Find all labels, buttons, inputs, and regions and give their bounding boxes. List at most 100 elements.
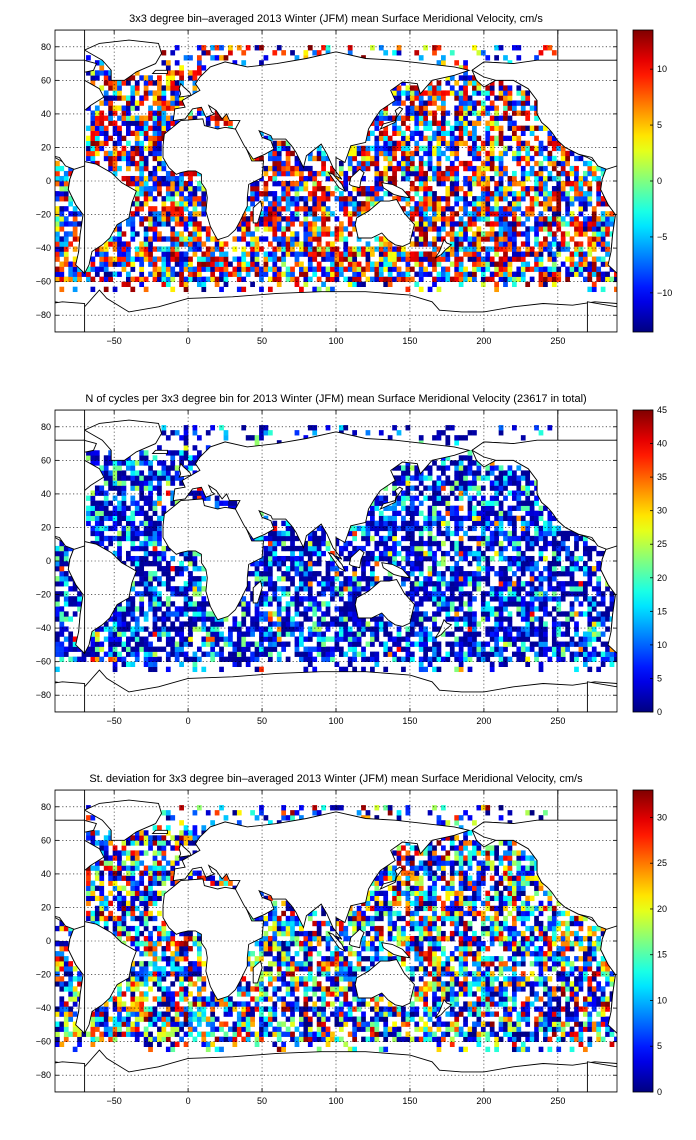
bin-cell <box>525 621 531 627</box>
bin-cell <box>436 60 442 66</box>
bin-cell <box>441 596 446 602</box>
bin-cell <box>321 186 326 192</box>
bin-cell <box>241 276 247 282</box>
bin-cell <box>210 276 216 282</box>
bin-cell <box>507 135 513 142</box>
bin-cell <box>232 616 238 622</box>
bin-cell <box>272 621 278 627</box>
bin-cell <box>560 186 566 192</box>
bin-cell <box>152 530 158 537</box>
bin-cell <box>312 576 318 582</box>
bin-cell <box>472 145 477 152</box>
bin-cell <box>196 201 202 207</box>
bin-cell <box>543 186 548 192</box>
bin-cell <box>321 656 326 662</box>
bin-cell <box>55 181 60 187</box>
bin-cell <box>192 566 198 572</box>
bin-cell <box>165 256 171 262</box>
bin-cell <box>134 165 140 172</box>
bin-cell <box>330 550 335 557</box>
bin-cell <box>556 545 562 552</box>
bin-cell <box>560 216 566 222</box>
bin-cell <box>463 60 468 66</box>
bin-cell <box>236 261 242 267</box>
bin-cell <box>285 535 291 542</box>
bin-cell <box>480 231 486 237</box>
bin-cell <box>418 555 424 562</box>
bin-cell <box>543 555 548 562</box>
bin-cell <box>458 276 464 282</box>
bin-cell <box>383 50 389 56</box>
bin-cell <box>285 160 291 167</box>
bin-cell <box>179 550 184 557</box>
bin-cell <box>370 191 375 197</box>
bin-cell <box>134 80 140 86</box>
bin-cell <box>290 186 295 192</box>
bin-cell <box>445 246 451 252</box>
land-antarctica <box>586 301 617 332</box>
bin-cell <box>520 221 526 227</box>
bin-cell <box>330 621 335 627</box>
bin-cell <box>196 656 202 662</box>
bin-cell <box>507 221 513 227</box>
bin-cell <box>356 165 362 172</box>
bin-cell <box>445 631 451 637</box>
bin-cell <box>569 256 575 262</box>
bin-cell <box>86 271 91 277</box>
bin-cell <box>503 626 508 632</box>
bin-cell <box>441 125 446 131</box>
bin-cell <box>401 646 406 652</box>
bin-cell <box>463 581 468 587</box>
bin-cell <box>432 571 437 577</box>
bin-cell <box>263 545 269 552</box>
bin-cell <box>86 55 91 61</box>
bin-cell <box>325 626 331 632</box>
bin-cell <box>414 150 420 157</box>
bin-cell <box>423 550 428 557</box>
bin-cell <box>445 550 451 557</box>
bin-cell <box>516 140 522 147</box>
bin-cell <box>516 561 522 567</box>
bin-cell <box>192 196 198 202</box>
bin-cell <box>192 115 198 121</box>
bin-cell <box>338 226 344 232</box>
bin-cell <box>170 211 176 217</box>
bin-cell <box>263 535 269 542</box>
bin-cell <box>418 256 424 262</box>
bin-cell <box>543 281 548 287</box>
bin-cell <box>383 165 389 172</box>
bin-cell <box>507 246 513 252</box>
bin-cell <box>188 201 193 207</box>
bin-cell <box>130 545 136 552</box>
bin-cell <box>596 550 602 557</box>
bin-cell <box>458 241 464 247</box>
bin-cell <box>569 266 575 272</box>
bin-cell <box>334 261 340 267</box>
bin-cell <box>427 596 433 602</box>
bin-cell <box>503 606 508 612</box>
bin-cell <box>316 616 322 622</box>
bin-cell <box>454 150 460 157</box>
bin-cell <box>489 661 495 667</box>
bin-cell <box>423 115 428 121</box>
bin-cell <box>441 196 446 202</box>
bin-cell <box>263 626 269 632</box>
bin-cell <box>370 631 375 637</box>
bin-cell <box>108 525 113 532</box>
bin-cell <box>596 561 602 567</box>
bin-cell <box>117 135 122 142</box>
bin-cell <box>347 611 353 617</box>
bin-cell <box>134 150 140 157</box>
bin-cell <box>378 616 384 622</box>
bin-cell <box>449 160 455 167</box>
bin-cell <box>436 196 442 202</box>
bin-cell <box>480 170 486 177</box>
bin-cell <box>441 150 446 157</box>
bin-cell <box>59 276 65 282</box>
bin-cell <box>148 115 153 121</box>
bin-cell <box>454 540 460 547</box>
bin-cell <box>365 155 371 162</box>
bin-cell <box>361 571 366 577</box>
y-tick-label: 60 <box>41 75 51 85</box>
bin-cell <box>560 596 566 602</box>
